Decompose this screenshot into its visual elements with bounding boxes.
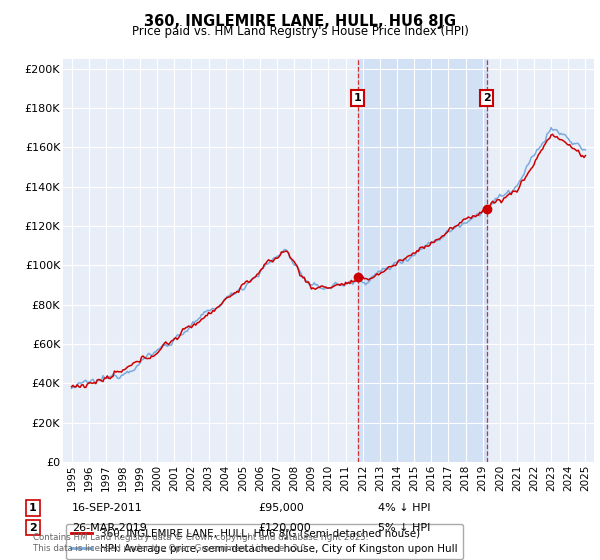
Text: Price paid vs. HM Land Registry's House Price Index (HPI): Price paid vs. HM Land Registry's House … [131,25,469,38]
Text: 1: 1 [354,93,362,103]
Text: 5% ↓ HPI: 5% ↓ HPI [378,522,430,533]
Text: 1: 1 [29,503,37,513]
Text: £120,000: £120,000 [258,522,311,533]
Text: £95,000: £95,000 [258,503,304,513]
Text: 360, INGLEMIRE LANE, HULL, HU6 8JG: 360, INGLEMIRE LANE, HULL, HU6 8JG [144,14,456,29]
Text: 26-MAR-2019: 26-MAR-2019 [72,522,147,533]
Text: Contains HM Land Registry data © Crown copyright and database right 2025.
This d: Contains HM Land Registry data © Crown c… [33,533,368,553]
Legend: 360, INGLEMIRE LANE, HULL, HU6 8JG (semi-detached house), HPI: Average price, se: 360, INGLEMIRE LANE, HULL, HU6 8JG (semi… [65,524,463,559]
Text: 4% ↓ HPI: 4% ↓ HPI [378,503,431,513]
Text: 2: 2 [29,522,37,533]
Bar [358,59,487,462]
Text: 16-SEP-2011: 16-SEP-2011 [72,503,143,513]
Text: 2: 2 [483,93,490,103]
